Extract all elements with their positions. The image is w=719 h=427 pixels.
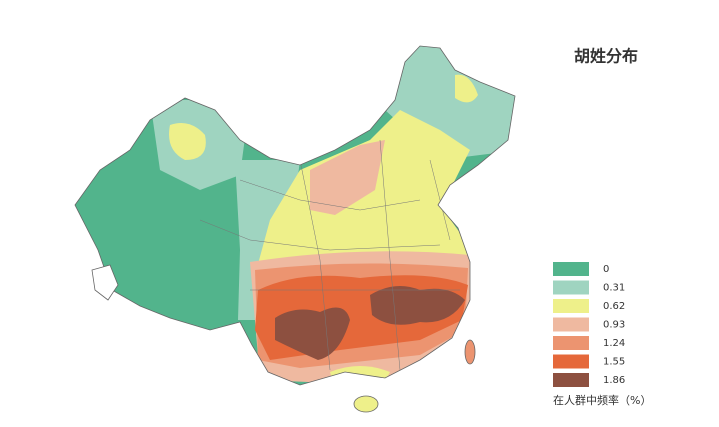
legend-swatch bbox=[553, 299, 589, 313]
province-border bbox=[299, 159, 331, 371]
country-outline bbox=[74, 45, 516, 386]
zone bbox=[310, 140, 385, 215]
province-border bbox=[429, 159, 451, 241]
legend-label: 0.62 bbox=[603, 301, 625, 312]
zones bbox=[150, 46, 515, 385]
zone bbox=[330, 366, 390, 385]
legend-label: 1.24 bbox=[603, 338, 625, 349]
legend-swatch bbox=[553, 354, 589, 369]
legend-label: 0 bbox=[603, 264, 609, 275]
legend-swatch bbox=[553, 262, 589, 276]
zone bbox=[370, 286, 465, 325]
zone bbox=[169, 122, 206, 160]
zone bbox=[275, 307, 350, 360]
region-white bbox=[91, 264, 119, 301]
map-title: 胡姓分布 bbox=[574, 47, 638, 66]
legend-label: 1.55 bbox=[603, 357, 625, 368]
legend-caption: 在人群中频率（%） bbox=[553, 393, 651, 407]
hainan bbox=[353, 395, 379, 413]
legend-swatch bbox=[553, 280, 589, 295]
province-border bbox=[379, 139, 401, 371]
zone bbox=[455, 74, 478, 103]
province-border bbox=[199, 219, 441, 251]
legend-swatch bbox=[553, 373, 589, 387]
china-map bbox=[74, 45, 516, 413]
legend-label: 0.93 bbox=[603, 320, 625, 331]
taiwan bbox=[464, 339, 476, 365]
legend-swatch bbox=[553, 336, 589, 350]
legend: 0 0.31 0.62 0.93 1.24 1.55 1.86 bbox=[553, 262, 625, 387]
legend-label: 0.31 bbox=[603, 283, 625, 294]
legend-swatch bbox=[553, 317, 589, 332]
province-border bbox=[239, 179, 421, 211]
legend-label: 1.86 bbox=[603, 375, 625, 386]
